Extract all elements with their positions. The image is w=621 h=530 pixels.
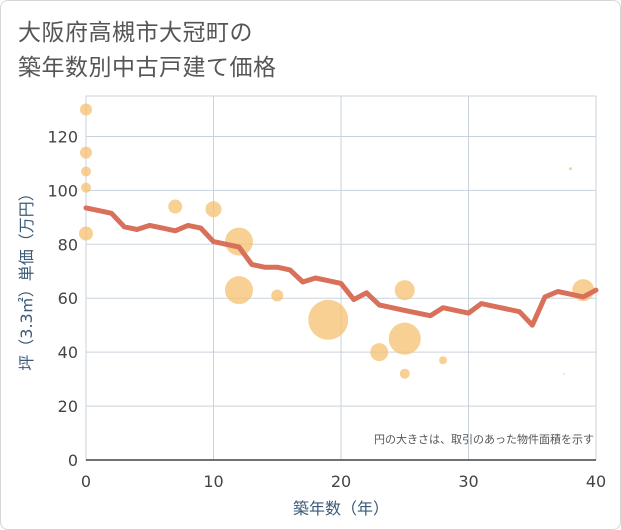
chart-title-line2: 築年数別中古戸建て価格 xyxy=(18,55,277,81)
chart-title: 大阪府高槻市大冠町の 築年数別中古戸建て価格 xyxy=(18,16,277,86)
bubble-point xyxy=(271,289,284,302)
chart-title-line1: 大阪府高槻市大冠町の xyxy=(18,20,253,46)
x-axis-title: 築年数（年） xyxy=(293,499,389,518)
y-axis-title: 坪（3.3㎡）単価（万円） xyxy=(17,185,36,370)
average-price-line xyxy=(83,205,599,328)
bubble-point xyxy=(81,166,91,177)
bubble-point xyxy=(370,343,389,362)
x-tick-label: 40 xyxy=(586,472,606,491)
y-tick-label: 80 xyxy=(58,235,78,254)
tick-labels: 0 10 20 30 40 0 20 40 60 80 100 120 xyxy=(47,127,606,491)
bubble-point xyxy=(394,280,415,301)
bubble-point xyxy=(308,299,349,340)
grid-lines xyxy=(85,95,597,461)
y-tick-label: 60 xyxy=(58,289,78,308)
x-tick-label: 30 xyxy=(458,472,478,491)
bubble-point xyxy=(79,226,93,241)
bubble-point xyxy=(563,372,565,375)
x-tick-label: 0 xyxy=(81,472,91,491)
bubble-point xyxy=(168,199,183,214)
x-tick-label: 20 xyxy=(331,472,351,491)
bubble-point xyxy=(225,227,253,256)
x-tick-label: 10 xyxy=(203,472,223,491)
bubble-point xyxy=(399,368,410,379)
y-tick-label: 40 xyxy=(58,343,78,362)
y-tick-label: 20 xyxy=(58,397,78,416)
bubble-point xyxy=(388,322,421,355)
y-tick-label: 120 xyxy=(47,127,78,146)
size-legend-note: 円の大きさは、取引のあった物件面積を示す xyxy=(374,432,594,446)
bubble-point xyxy=(225,276,253,305)
bubble-point xyxy=(439,356,447,365)
bubble-point xyxy=(80,146,92,159)
bubble-point xyxy=(205,201,222,218)
bubble-point xyxy=(569,167,572,171)
y-tick-label: 0 xyxy=(68,451,78,470)
bubble-point xyxy=(81,182,91,193)
bubble-point xyxy=(80,103,92,116)
y-tick-label: 100 xyxy=(47,181,78,200)
